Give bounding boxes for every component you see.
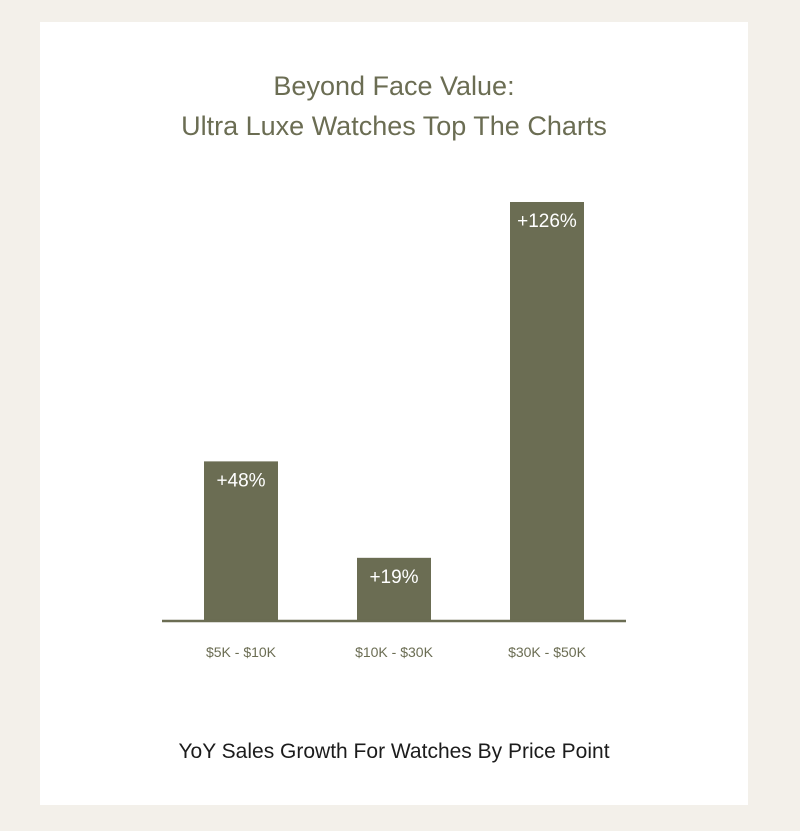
bar <box>204 461 278 621</box>
chart-subtitle: Ultra Luxe Watches Top The Charts <box>181 111 607 141</box>
x-tick-label: $5K - $10K <box>206 644 277 660</box>
bar <box>357 557 431 621</box>
bar-data-label: +126% <box>517 211 577 232</box>
x-tick-label: $30K - $50K <box>508 644 586 660</box>
bar-data-label: +19% <box>369 567 418 588</box>
bar <box>510 202 584 621</box>
bar-data-label: +48% <box>216 470 265 491</box>
bar-chart: +48% $5K - $10K +19% $10K - $30K +126% $30K -… <box>162 202 626 660</box>
x-tick-label: $10K - $30K <box>355 644 433 660</box>
chart-caption: YoY Sales Growth For Watches By Price Po… <box>178 740 610 763</box>
chart-card: Beyond Face Value: Ultra Luxe Watches To… <box>40 22 748 805</box>
chart-title: Beyond Face Value: <box>273 71 515 101</box>
chart-title-block: Beyond Face Value: Ultra Luxe Watches To… <box>40 66 748 146</box>
